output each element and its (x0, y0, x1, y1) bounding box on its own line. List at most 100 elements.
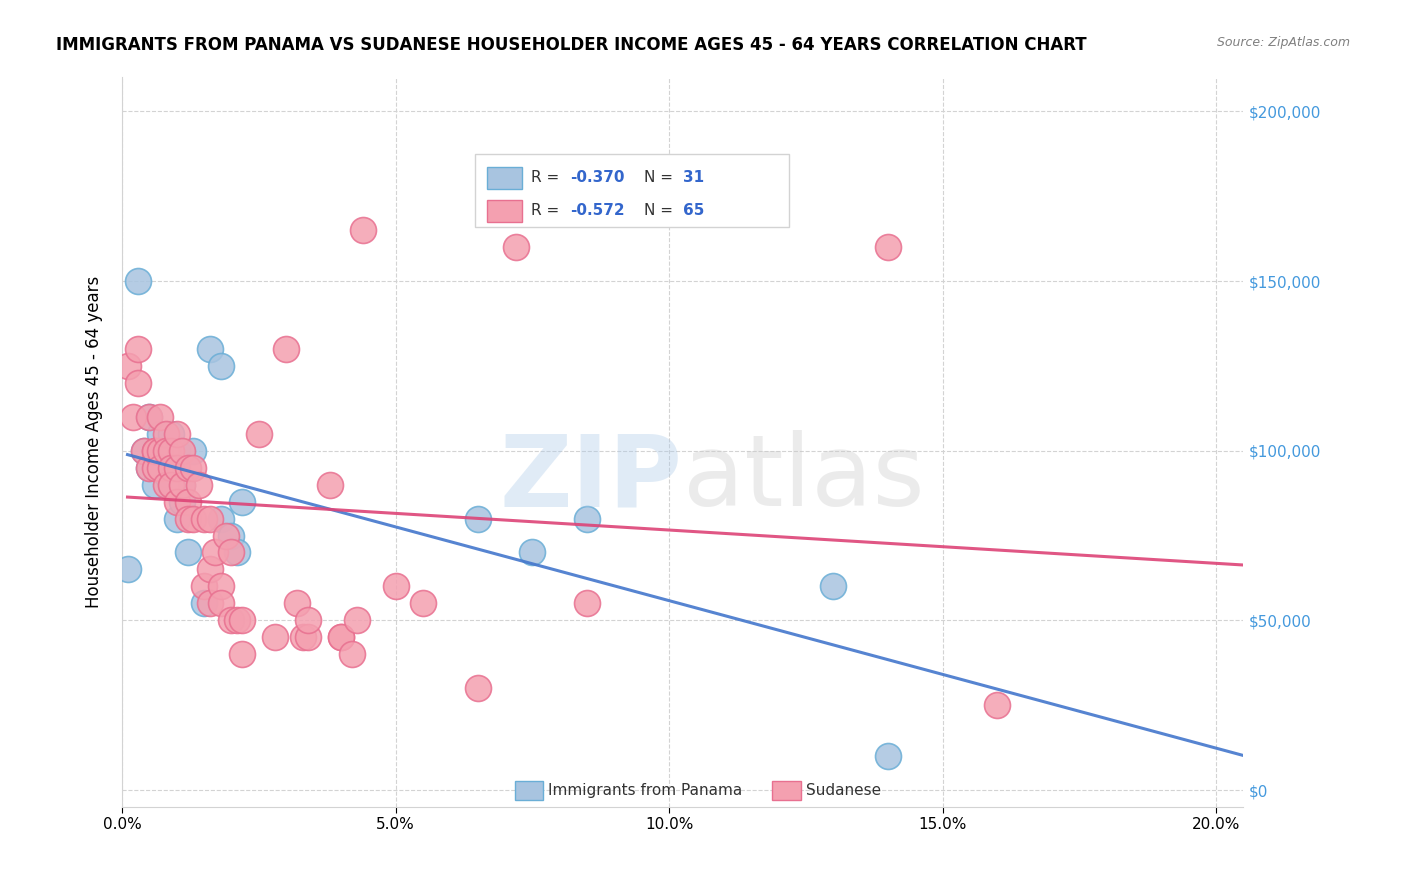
Point (823, 579, 845, 593)
FancyBboxPatch shape (486, 200, 523, 222)
Point (346, 613, 368, 627)
Point (166, 460, 188, 475)
Point (221, 613, 243, 627)
Point (986, 698, 1008, 713)
Text: Immigrants from Panama: Immigrants from Panama (548, 782, 742, 797)
Point (467, 681, 489, 696)
Point (143, 443, 166, 458)
Point (176, 545, 198, 559)
Point (160, 426, 183, 441)
Point (160, 460, 183, 475)
Point (172, 477, 194, 491)
Point (291, 630, 314, 644)
Point (297, 630, 319, 644)
Point (127, 274, 149, 288)
Point (138, 460, 160, 475)
Point (209, 359, 232, 373)
Point (319, 477, 342, 491)
FancyBboxPatch shape (515, 781, 543, 800)
Point (198, 562, 221, 576)
Point (132, 443, 155, 458)
Point (215, 528, 238, 542)
Point (155, 477, 177, 491)
Point (467, 511, 489, 525)
FancyBboxPatch shape (475, 154, 789, 227)
Point (221, 545, 243, 559)
Point (138, 409, 160, 424)
Point (143, 477, 166, 491)
Point (352, 223, 374, 237)
Point (166, 494, 188, 508)
Point (155, 426, 177, 441)
Point (209, 596, 232, 610)
Point (143, 443, 166, 458)
Point (522, 206, 544, 220)
Point (329, 630, 352, 644)
Point (204, 545, 226, 559)
Point (122, 409, 145, 424)
Point (143, 460, 166, 475)
Point (297, 613, 319, 627)
Point (117, 562, 139, 576)
Point (226, 613, 249, 627)
Text: R =: R = (531, 169, 564, 185)
Text: N =: N = (644, 169, 678, 185)
Y-axis label: Householder Income Ages 45 - 64 years: Householder Income Ages 45 - 64 years (86, 277, 103, 608)
Point (193, 511, 215, 525)
Point (877, 240, 900, 254)
Point (127, 376, 149, 390)
Point (264, 630, 287, 644)
Point (198, 596, 221, 610)
Point (181, 460, 204, 475)
Point (176, 460, 198, 475)
Point (138, 460, 160, 475)
Text: N =: N = (644, 202, 678, 218)
Point (198, 342, 221, 356)
Point (384, 579, 406, 593)
Point (276, 342, 298, 356)
Point (505, 240, 527, 254)
Point (166, 511, 188, 525)
Point (187, 477, 209, 491)
Point (149, 426, 172, 441)
Point (160, 477, 183, 491)
Point (576, 511, 599, 525)
Point (172, 477, 194, 491)
Point (117, 359, 139, 373)
Point (181, 511, 204, 525)
Point (143, 443, 166, 458)
Point (166, 426, 188, 441)
Point (155, 443, 177, 458)
Text: atlas: atlas (683, 430, 924, 527)
Point (155, 467, 177, 482)
Point (877, 749, 900, 764)
Point (247, 426, 270, 441)
Text: IMMIGRANTS FROM PANAMA VS SUDANESE HOUSEHOLDER INCOME AGES 45 - 64 YEARS CORRELA: IMMIGRANTS FROM PANAMA VS SUDANESE HOUSE… (56, 36, 1087, 54)
Point (149, 460, 172, 475)
Point (226, 545, 249, 559)
Point (176, 494, 198, 508)
Point (149, 460, 172, 475)
Text: -0.572: -0.572 (571, 202, 626, 218)
Point (160, 443, 183, 458)
Point (221, 528, 243, 542)
Text: Source: ZipAtlas.com: Source: ZipAtlas.com (1216, 36, 1350, 49)
Text: 65: 65 (683, 202, 704, 218)
Point (172, 443, 194, 458)
Point (193, 579, 215, 593)
Point (340, 648, 363, 662)
Point (166, 443, 188, 458)
Point (209, 579, 232, 593)
Point (132, 443, 155, 458)
Point (209, 511, 232, 525)
Point (172, 494, 194, 508)
Point (285, 596, 308, 610)
Point (412, 596, 434, 610)
Point (138, 409, 160, 424)
Text: R =: R = (531, 202, 564, 218)
Point (231, 613, 253, 627)
Point (231, 494, 253, 508)
FancyBboxPatch shape (486, 167, 523, 189)
Point (329, 630, 352, 644)
Point (149, 409, 172, 424)
